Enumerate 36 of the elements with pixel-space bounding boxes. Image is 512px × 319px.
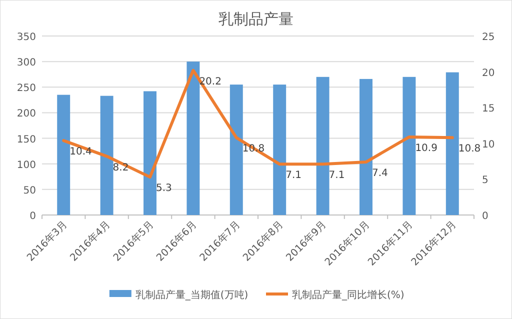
y-tick-label: 100 <box>16 160 36 171</box>
legend-label: 乳制品产量_同比增长(%) <box>292 289 404 301</box>
y-tick-label: 300 <box>16 58 36 69</box>
bar <box>186 62 200 215</box>
y2-tick-label: 25 <box>482 32 495 43</box>
y-tick-label: 350 <box>16 32 36 43</box>
bar <box>230 84 243 215</box>
y2-tick-label: 0 <box>482 211 488 222</box>
chart-title: 乳制品产量 <box>218 10 294 28</box>
bar <box>446 72 459 215</box>
data-label: 10.9 <box>415 142 438 154</box>
legend-label: 乳制品产量_当期值(万吨) <box>135 289 248 301</box>
bar <box>57 94 70 215</box>
bar <box>402 76 416 215</box>
bar <box>144 91 156 215</box>
y2-tick-label: 5 <box>482 175 488 186</box>
y-tick-label: 50 <box>23 185 36 196</box>
data-label: 5.3 <box>156 183 172 194</box>
y2-tick-label: 15 <box>482 104 495 115</box>
y-tick-label: 250 <box>16 83 36 94</box>
bar <box>100 96 114 215</box>
bar <box>360 78 372 215</box>
data-label: 7.4 <box>372 168 388 180</box>
y-tick-label: 0 <box>30 211 36 222</box>
data-label: 7.1 <box>328 170 345 182</box>
data-label: 10.8 <box>458 144 481 155</box>
data-label: 7.1 <box>286 170 302 182</box>
y2-tick-label: 10 <box>482 139 495 150</box>
line-series <box>62 68 454 179</box>
y-tick-label: 200 <box>16 108 36 120</box>
y2-tick-label: 20 <box>482 68 495 79</box>
data-label: 8.2 <box>112 162 129 174</box>
y-tick-label: 150 <box>16 134 36 146</box>
data-label: 10.4 <box>70 146 92 158</box>
bar <box>316 76 330 215</box>
bar <box>273 84 286 215</box>
